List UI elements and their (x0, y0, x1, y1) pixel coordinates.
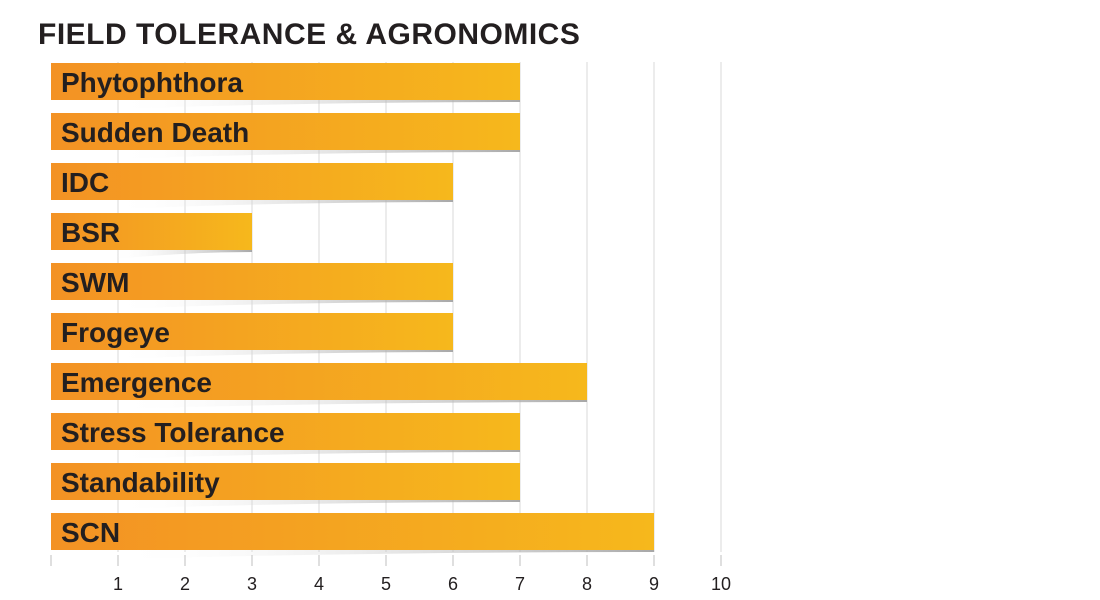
tick-label: 3 (247, 574, 257, 594)
bar (51, 513, 654, 550)
tick-label: 4 (314, 574, 324, 594)
bar-group: Emergence (51, 363, 587, 409)
tick-label: 8 (582, 574, 592, 594)
bar-label: IDC (61, 167, 109, 198)
bar-label: Frogeye (61, 317, 170, 348)
bar (51, 63, 520, 100)
bar-group: Frogeye (51, 313, 453, 359)
bar (51, 313, 453, 350)
bar-group: Stress Tolerance (51, 413, 520, 459)
bar-label: Stress Tolerance (61, 417, 285, 448)
bar-label: Phytophthora (61, 67, 243, 98)
bar-shadow (111, 350, 453, 359)
tick-label: 9 (649, 574, 659, 594)
bar-label: BSR (61, 217, 120, 248)
bar-group: SCN (51, 513, 654, 559)
tick-label: 2 (180, 574, 190, 594)
bar-shadow (111, 500, 520, 509)
bar-shadow (111, 550, 654, 559)
bar-shadow (111, 450, 520, 459)
tick-label: 6 (448, 574, 458, 594)
bar (51, 263, 453, 300)
bar-group: IDC (51, 163, 453, 209)
bars: Phytophthora Sudden Death IDC BSR SWM Frogeye… (51, 63, 654, 559)
bar-label: Sudden Death (61, 117, 249, 148)
bar (51, 413, 520, 450)
bar-group: SWM (51, 263, 453, 309)
bar-group: Phytophthora (51, 63, 520, 109)
bar (51, 463, 520, 500)
bar (51, 163, 453, 200)
tick-label: 10 (711, 574, 731, 594)
bar-shadow (111, 250, 252, 259)
bar-group: BSR (51, 213, 252, 259)
bar-shadow (111, 400, 587, 409)
chart-title: FIELD TOLERANCE & AGRONOMICS (38, 18, 581, 51)
bar-label: SCN (61, 517, 120, 548)
x-axis: 1 2 3 4 5 6 7 8 9 10 (50, 555, 731, 594)
tick-label: 1 (113, 574, 123, 594)
bar (51, 113, 520, 150)
bar (51, 213, 252, 250)
bar-shadow (111, 150, 520, 159)
tick-label: 5 (381, 574, 391, 594)
tick-label: 7 (515, 574, 525, 594)
bar (51, 363, 587, 400)
bar-label: SWM (61, 267, 129, 298)
bar-group: Standability (51, 463, 520, 509)
bar-shadow (111, 200, 453, 209)
bar-shadow (111, 300, 453, 309)
bar-label: Emergence (61, 367, 212, 398)
bar-label: Standability (61, 467, 220, 498)
bar-shadow (111, 100, 520, 109)
bar-group: Sudden Death (51, 113, 520, 159)
